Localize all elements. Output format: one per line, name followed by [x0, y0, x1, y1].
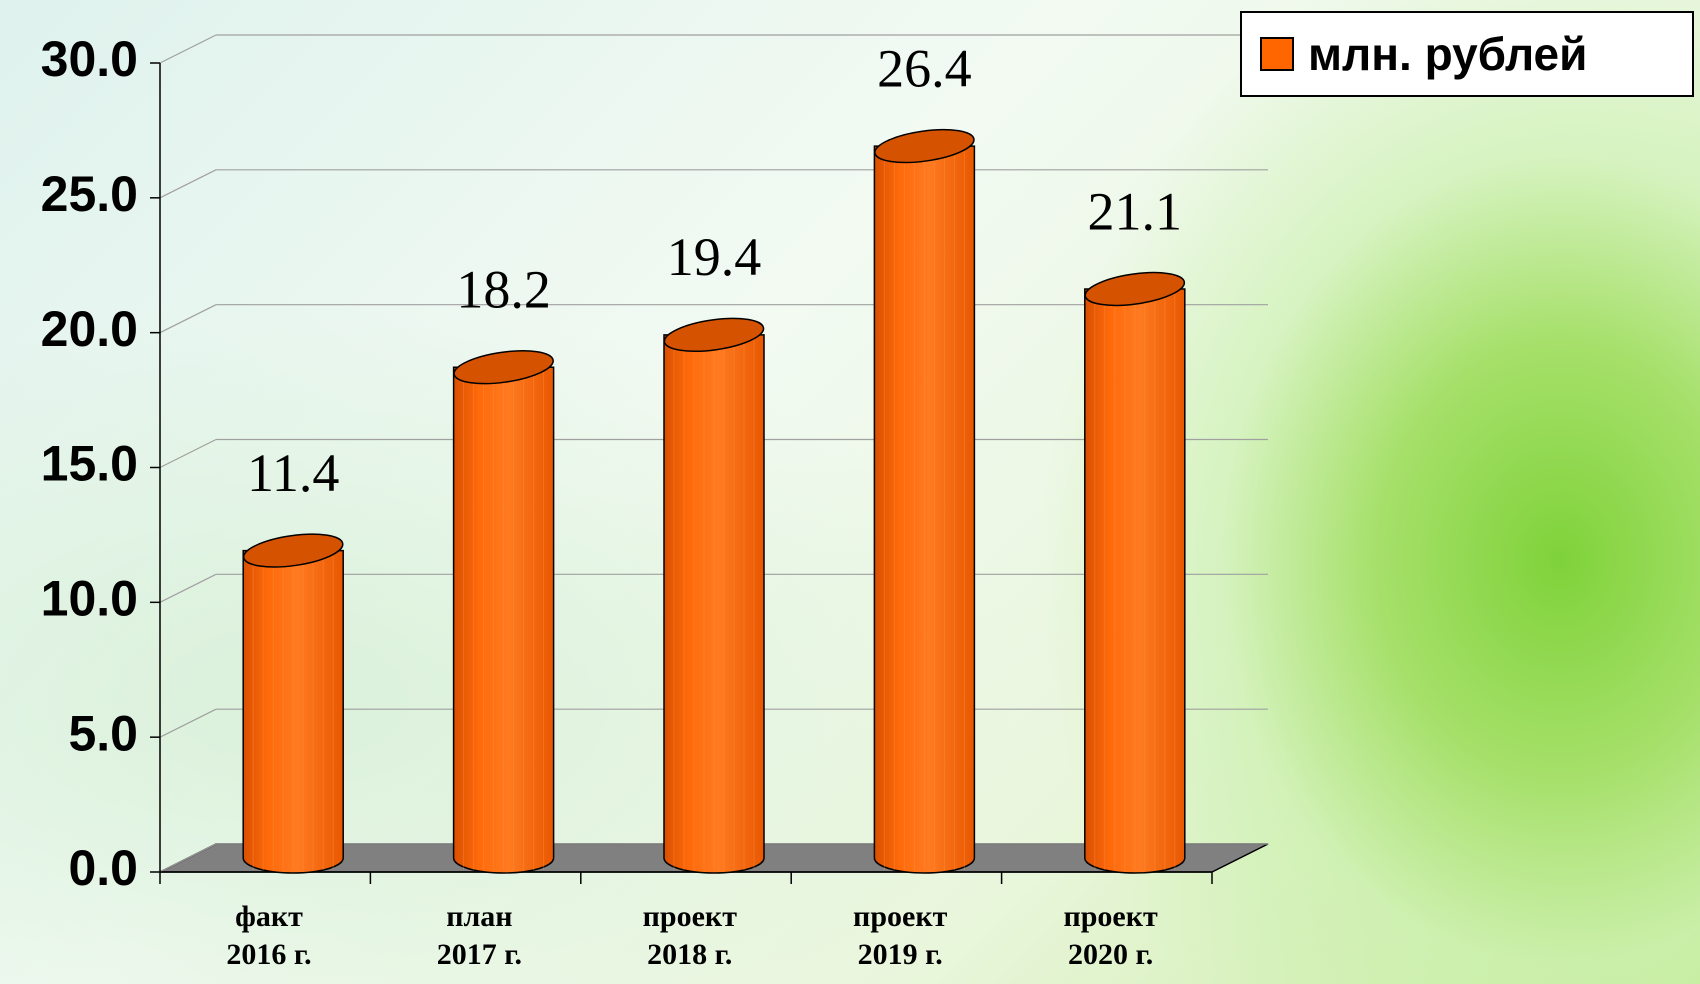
grid-line-side	[160, 305, 216, 333]
x-tick-label: план 2017 г.	[374, 898, 584, 974]
legend: млн. рублей	[1240, 11, 1694, 97]
grid-line-side	[160, 440, 216, 468]
legend-swatch	[1260, 37, 1294, 71]
grid-line-side	[160, 35, 216, 63]
legend-label: млн. рублей	[1308, 27, 1587, 81]
y-tick-label: 5.0	[68, 705, 138, 761]
y-tick-label: 15.0	[41, 436, 138, 492]
grid-line-side	[160, 170, 216, 198]
data-label: 11.4	[247, 443, 340, 503]
data-label: 26.4	[877, 38, 972, 98]
x-tick-label: факт 2016 г.	[164, 898, 374, 974]
chart: 0.0 5.0 10.0 15.0 20.0 25.0 30.0 11.4 18.2 19.4 26…	[0, 0, 1700, 984]
y-tick-label: 10.0	[41, 571, 138, 627]
y-tick-label: 20.0	[41, 301, 138, 357]
x-tick-label: проект 2019 г.	[795, 898, 1005, 974]
page: 0.0 5.0 10.0 15.0 20.0 25.0 30.0 11.4 18.2 19.4 26…	[0, 0, 1700, 984]
y-tick-label: 0.0	[68, 840, 138, 896]
grid-line-side	[160, 709, 216, 737]
data-label: 21.1	[1088, 181, 1183, 241]
data-label: 18.2	[456, 260, 551, 320]
grid-line-side	[160, 574, 216, 602]
y-tick-label: 30.0	[41, 31, 138, 87]
data-label: 19.4	[667, 227, 762, 287]
y-tick-label: 25.0	[41, 166, 138, 222]
x-tick-label: проект 2018 г.	[585, 898, 795, 974]
x-tick-label: проект 2020 г.	[1006, 898, 1216, 974]
